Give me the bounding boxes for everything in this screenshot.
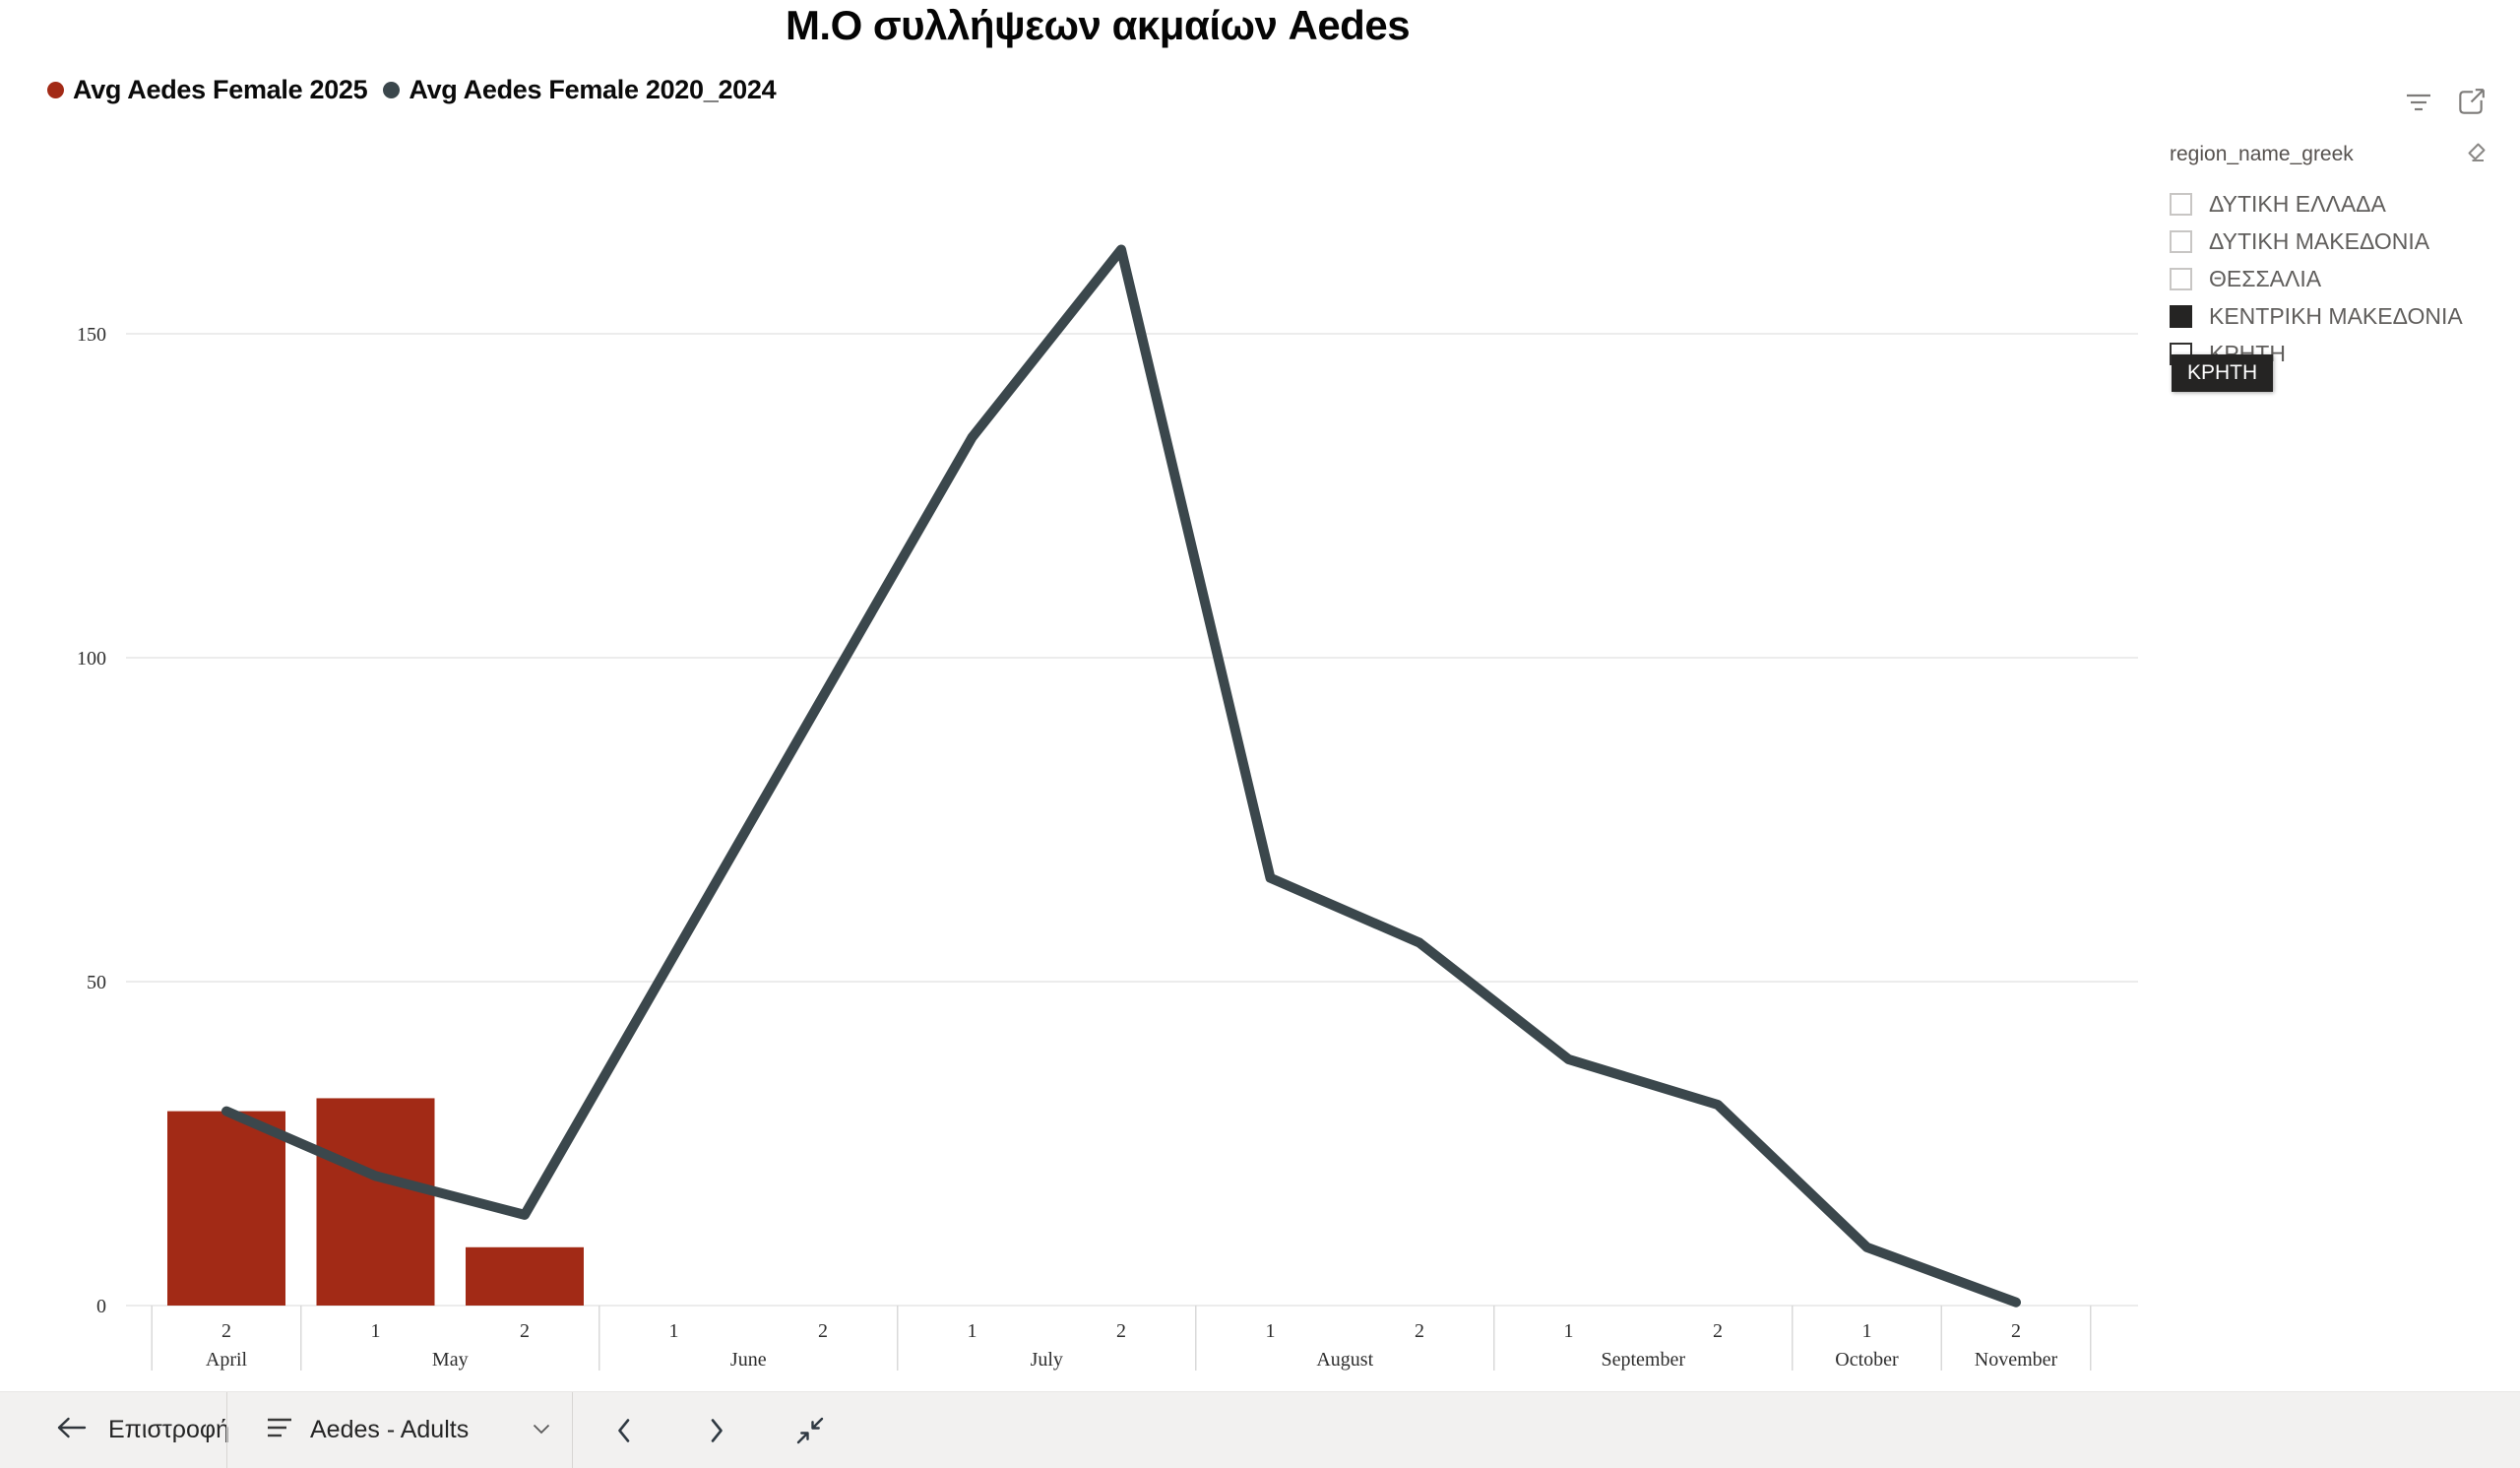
back-label: Επιστροφή — [108, 1416, 230, 1443]
page-selector-label: Aedes - Adults — [310, 1416, 470, 1443]
x-tick-label: 2 — [2011, 1320, 2021, 1342]
y-tick-label: 50 — [87, 972, 106, 993]
chevron-right-icon[interactable] — [710, 1418, 724, 1443]
bar-avg-2025[interactable] — [167, 1111, 285, 1306]
legend-item[interactable]: Avg Aedes Female 2025 — [47, 75, 368, 105]
x-tick-label: 2 — [221, 1320, 231, 1342]
back-arrow-icon — [55, 1415, 87, 1445]
legend-label: Avg Aedes Female 2020_2024 — [409, 75, 777, 104]
x-month-label: September — [1601, 1349, 1685, 1371]
x-tick-label: 2 — [818, 1320, 828, 1342]
legend-dot-icon — [383, 82, 401, 98]
legend-item[interactable]: Avg Aedes Female 2020_2024 — [383, 75, 777, 105]
filter-item-label: ΚΕΝΤΡΙΚΗ ΜΑΚΕΔΟΝΙΑ — [2209, 302, 2463, 329]
x-tick-label: 1 — [1862, 1320, 1872, 1342]
legend-label: Avg Aedes Female 2025 — [73, 75, 368, 104]
back-button[interactable]: Επιστροφή — [0, 1415, 230, 1445]
filter-item-label: ΔΥΤΙΚΗ ΜΑΚΕΔΟΝΙΑ — [2209, 227, 2430, 254]
checkbox[interactable] — [2170, 229, 2192, 253]
page-nav-controls — [573, 1416, 825, 1445]
x-month-label: July — [1031, 1349, 1063, 1371]
bar-avg-2025[interactable] — [466, 1246, 584, 1306]
checkbox[interactable] — [2170, 304, 2192, 328]
x-tick-label: 1 — [1266, 1320, 1276, 1342]
x-tick-label: 2 — [1415, 1320, 1424, 1342]
toolbar-divider — [226, 1391, 227, 1468]
line-avg-2020-2024[interactable] — [221, 244, 2021, 1308]
y-tick-label: 100 — [77, 648, 106, 670]
visual-header — [2406, 87, 2487, 118]
filter-panel-header: region_name_greek — [2170, 138, 2490, 171]
filter-panel: region_name_greek ΔΥΤΙΚΗ ΕΛΛΑΔΑ ΔΥΤΙΚΗ ΜΑ… — [2170, 138, 2514, 392]
y-tick-label: 0 — [96, 1296, 106, 1317]
x-month-label: October — [1835, 1349, 1899, 1371]
filter-icon[interactable] — [2406, 93, 2431, 112]
checkbox[interactable] — [2170, 192, 2192, 216]
x-tick-label: 2 — [1116, 1320, 1126, 1342]
x-tick-label: 1 — [669, 1320, 679, 1342]
focus-mode-icon[interactable] — [2455, 87, 2487, 118]
filter-item-label: ΘΕΣΣΑΛΙΑ — [2209, 265, 2322, 291]
filter-item[interactable]: ΔΥΤΙΚΗ ΜΑΚΕΔΟΝΙΑ — [2170, 223, 2514, 260]
x-tick-label: 2 — [520, 1320, 530, 1342]
page-selector[interactable]: Aedes - Adults — [227, 1416, 572, 1444]
page-navigation-bar: Επιστροφή Aedes - Adults — [0, 1391, 2520, 1468]
filter-item[interactable]: ΔΥΤΙΚΗ ΕΛΛΑΔΑ — [2170, 185, 2514, 223]
filter-item-list: ΔΥΤΙΚΗ ΕΛΛΑΔΑ ΔΥΤΙΚΗ ΜΑΚΕΔΟΝΙΑ ΘΕΣΣΑΛΙΑ ΚΕΝ… — [2170, 185, 2514, 372]
x-tick-label: 2 — [1713, 1320, 1723, 1342]
chart-title: Μ.Ο συλλήψεων ακμαίων Aedes — [785, 2, 1411, 48]
toolbar-divider — [572, 1391, 573, 1468]
x-month-label: June — [730, 1349, 767, 1371]
x-month-label: November — [1975, 1349, 2058, 1371]
filter-item-label: ΔΥΤΙΚΗ ΕΛΛΑΔΑ — [2209, 190, 2386, 217]
x-month-label: August — [1316, 1349, 1373, 1371]
bar-avg-2025[interactable] — [316, 1098, 435, 1306]
x-month-label: May — [432, 1349, 469, 1371]
legend-dot-icon — [47, 82, 64, 98]
x-tick-label: 1 — [1564, 1320, 1574, 1342]
x-month-label: April — [206, 1349, 248, 1371]
y-tick-label: 150 — [77, 324, 106, 346]
collapse-icon[interactable] — [795, 1416, 825, 1445]
combo-chart[interactable]: 0 50 100 150 2 1 2 1 2 1 2 1 2 1 2 1 2 April May June July Au… — [0, 118, 2195, 1383]
tooltip: ΚΡΗΤΗ — [2172, 354, 2274, 392]
x-tick-label: 1 — [371, 1320, 381, 1342]
checkbox[interactable] — [2170, 267, 2192, 290]
chart-legend: Avg Aedes Female 2025 Avg Aedes Female 20… — [47, 75, 777, 105]
chevron-left-icon[interactable] — [616, 1418, 631, 1443]
eraser-icon[interactable] — [2463, 138, 2490, 171]
chevron-down-icon — [533, 1422, 550, 1439]
page-list-icon — [267, 1417, 292, 1443]
filter-item[interactable]: ΚΕΝΤΡΙΚΗ ΜΑΚΕΔΟΝΙΑ — [2170, 297, 2514, 335]
x-tick-label: 1 — [968, 1320, 977, 1342]
filter-field-label: region_name_greek — [2170, 143, 2354, 165]
filter-item[interactable]: ΘΕΣΣΑΛΙΑ — [2170, 260, 2514, 297]
